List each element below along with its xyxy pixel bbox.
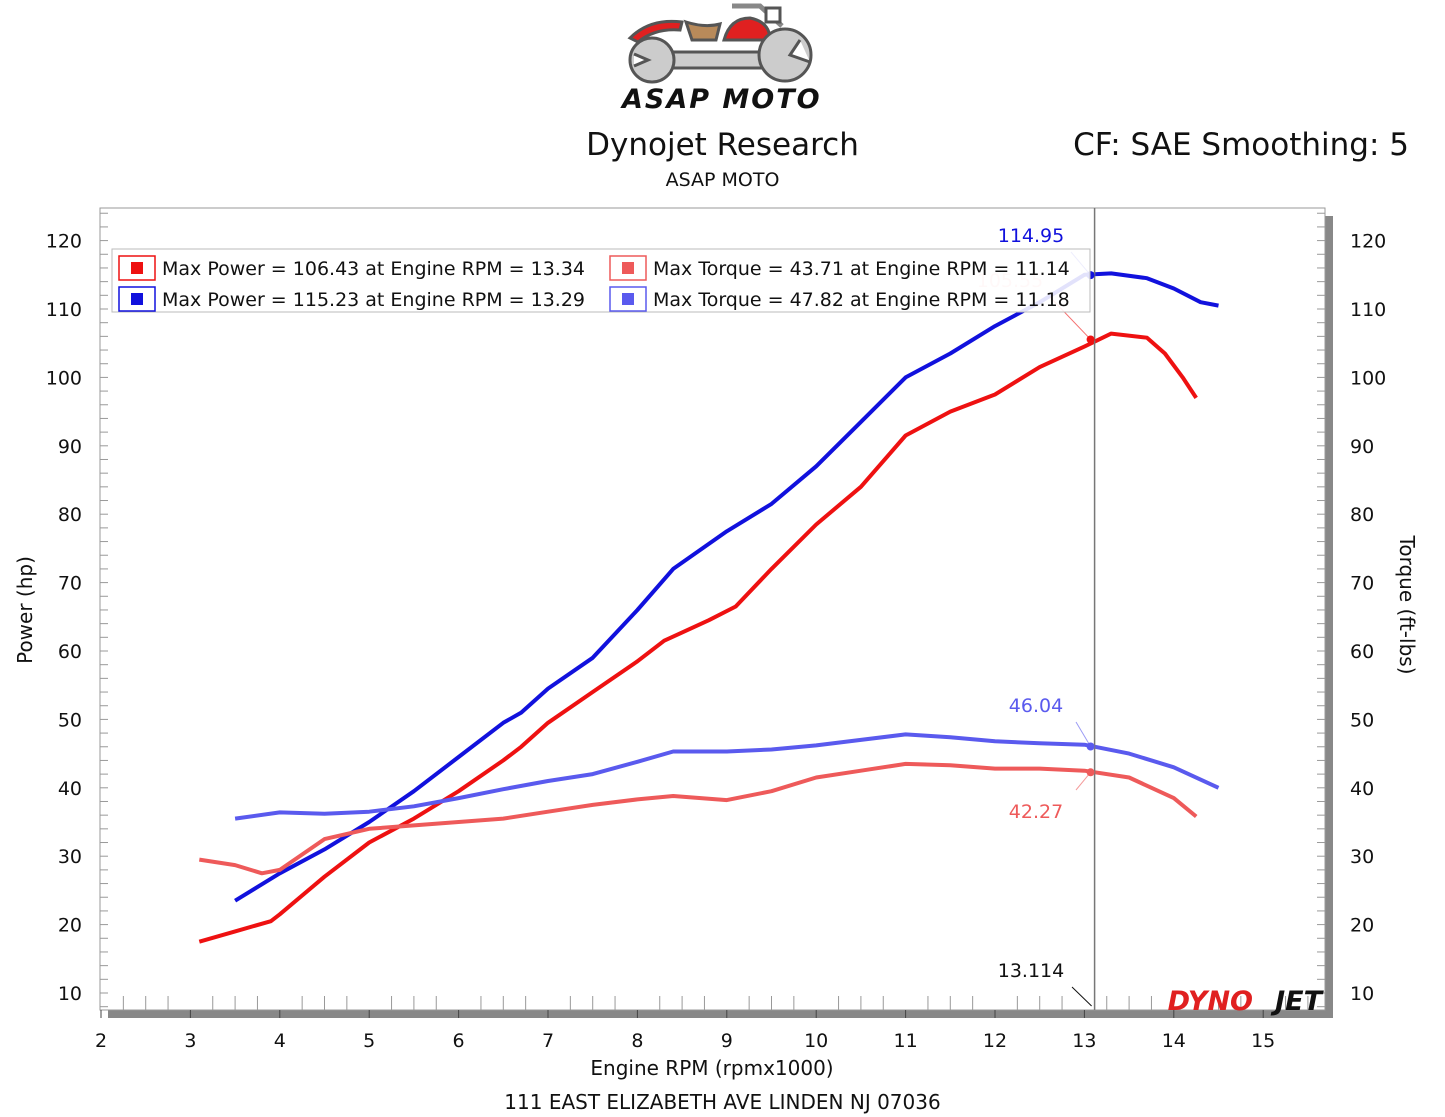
legend-entry: Max Torque = 47.82 at Engine RPM = 11.18	[653, 289, 1070, 311]
x-tick-label: 11	[894, 1030, 918, 1052]
x-tick-label: 9	[721, 1030, 733, 1052]
x-tick-label: 4	[274, 1030, 286, 1052]
y2-axis-label: Torque (ft-lbs)	[1395, 535, 1419, 675]
x-tick-label: 5	[363, 1030, 375, 1052]
legend-entry: Max Torque = 43.71 at Engine RPM = 11.14	[653, 258, 1070, 280]
plot-area	[99, 207, 1326, 1011]
chart-title: Dynojet Research	[586, 127, 859, 163]
x-tick-label: 15	[1251, 1030, 1275, 1052]
x-tick-label: 6	[453, 1030, 465, 1052]
cursor-value-arrow	[1075, 721, 1092, 747]
legend-entry: Max Power = 106.43 at Engine RPM = 13.34	[162, 258, 585, 280]
legend-entry: Max Power = 115.23 at Engine RPM = 13.29	[162, 289, 585, 311]
axes: 2 3 4 5 6 7 8 9 10 11 12 13 14 15 10 10 20 20 30 30 40 40 50 50…	[13, 207, 1419, 1080]
y-tick-label: 70	[58, 573, 82, 595]
series-line-torque-run-1	[198, 761, 1198, 876]
series-lines	[198, 271, 1220, 944]
x-tick-label: 3	[184, 1030, 196, 1052]
correction-factor-label: CF: SAE Smoothing: 5	[1073, 127, 1409, 163]
y2-tick-label: 40	[1350, 778, 1374, 800]
x-tick-label: 12	[983, 1030, 1007, 1052]
x-axis-label: Engine RPM (rpmx1000)	[590, 1056, 833, 1080]
cursor-value-label: 46.04	[1009, 695, 1063, 717]
cursor-value-marker	[1086, 335, 1095, 344]
y2-tick-label: 70	[1350, 573, 1374, 595]
asap-moto-logo	[627, 3, 813, 84]
y2-tick-label: 80	[1350, 504, 1374, 526]
series-line-torque-run-2	[234, 732, 1220, 821]
series-line-power-run-2	[234, 271, 1219, 903]
y2-tick-label: 30	[1350, 846, 1374, 868]
chart-subtitle: ASAP MOTO	[665, 169, 780, 191]
y-tick-label: 60	[58, 641, 82, 663]
y-tick-label: 20	[58, 915, 82, 937]
cursor-x-label: 13.114	[998, 960, 1064, 982]
y-axis-label: Power (hp)	[13, 556, 37, 664]
legend-swatch	[622, 262, 634, 274]
legend: Max Power = 106.43 at Engine RPM = 13.34…	[111, 248, 1091, 313]
y-tick-label: 50	[58, 709, 82, 731]
y-tick-label: 90	[58, 436, 82, 458]
y-tick-label: 110	[46, 299, 82, 321]
y2-tick-label: 10	[1350, 983, 1374, 1005]
y2-tick-label: 20	[1350, 915, 1374, 937]
y-tick-label: 100	[46, 367, 82, 389]
legend-box	[111, 248, 1091, 313]
cursor-value-label: 114.95	[998, 225, 1064, 247]
cursor-value-marker	[1086, 768, 1095, 777]
x-tick-label: 8	[631, 1030, 643, 1052]
y-tick-label: 10	[58, 983, 82, 1005]
legend-swatch	[131, 293, 143, 305]
shop-address: 111 EAST ELIZABETH AVE LINDEN NJ 07036	[504, 1090, 941, 1114]
legend-swatch	[131, 262, 143, 274]
y2-tick-label: 120	[1350, 231, 1386, 253]
cursor-value-label: 42.27	[1009, 801, 1063, 823]
y-tick-label: 30	[58, 846, 82, 868]
logo-text: ASAP MOTO	[622, 84, 822, 115]
y-tick-label: 80	[58, 504, 82, 526]
y-tick-label: 120	[46, 231, 82, 253]
y2-tick-label: 90	[1350, 436, 1374, 458]
legend-swatch	[622, 293, 634, 305]
cursor-value-marker	[1086, 742, 1095, 751]
dynojet-logo: DYNO	[1168, 986, 1253, 1017]
x-tick-label: 7	[542, 1030, 554, 1052]
y2-tick-label: 110	[1350, 299, 1386, 321]
dynojet-logo-jet: JET	[1270, 986, 1324, 1017]
x-tick-label: 14	[1162, 1030, 1186, 1052]
cursor-x-arrow	[1071, 986, 1092, 1007]
y2-tick-label: 60	[1350, 641, 1374, 663]
y2-tick-label: 100	[1350, 367, 1386, 389]
y2-tick-label: 50	[1350, 709, 1374, 731]
y-tick-label: 40	[58, 778, 82, 800]
x-tick-label: 2	[95, 1030, 107, 1052]
x-tick-label: 10	[804, 1030, 828, 1052]
x-tick-label: 13	[1072, 1030, 1096, 1052]
